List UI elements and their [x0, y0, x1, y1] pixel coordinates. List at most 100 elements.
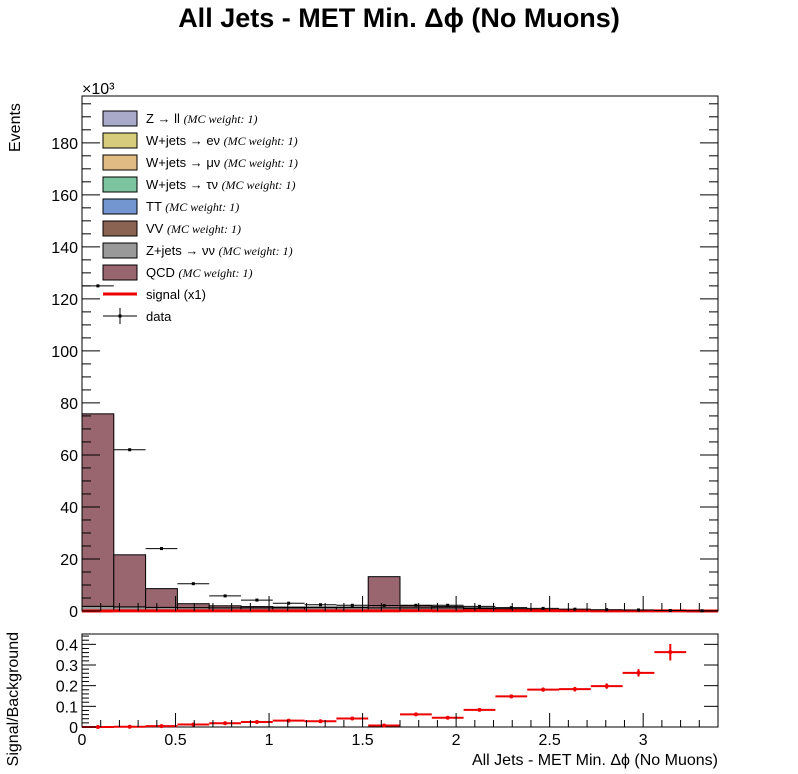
- ratio-y-axis: 0 0.1 0.2 0.3 0.4: [56, 635, 718, 737]
- ratio-points: [82, 643, 687, 729]
- y-tick-label: 120: [51, 292, 78, 309]
- legend-label-2: W+jets → μν (MC weight: 1): [146, 155, 298, 170]
- ratio-y-tick-label: 0.1: [56, 699, 78, 716]
- x-tick-label: 1.5: [351, 732, 373, 749]
- y-tick-label: 0: [69, 604, 78, 621]
- legend-swatch-1: [102, 132, 138, 149]
- ratio-point-11: [445, 715, 450, 720]
- bar-1-4: [208, 605, 242, 609]
- data-point-18: [668, 608, 672, 612]
- bar-1-9: [367, 576, 401, 609]
- ratio-y-axis-title: Signal/Background: [5, 632, 22, 766]
- legend-label-9: data: [146, 309, 172, 324]
- bar-1-7: [304, 606, 337, 609]
- ratio-point-4: [223, 721, 228, 726]
- data-point-5: [255, 598, 259, 602]
- legend-swatch-3: [102, 176, 138, 193]
- y-tick-label: 40: [60, 500, 78, 517]
- ratio-point-9: [382, 723, 387, 728]
- ratio-point-17: [636, 670, 641, 675]
- legend-label-3: W+jets → τν (MC weight: 1): [146, 177, 296, 192]
- data-points: [82, 284, 718, 613]
- legend-label-0: Z → ll (MC weight: 1): [146, 111, 258, 126]
- ratio-point-18: [668, 650, 673, 655]
- x-tick-label: 2.5: [539, 732, 561, 749]
- data-point-8: [350, 603, 354, 607]
- legend-label-6: Z+jets → νν (MC weight: 1): [146, 243, 293, 258]
- ratio-point-14: [541, 687, 546, 692]
- ratio-point-5: [254, 720, 259, 725]
- legend-label-4: TT (MC weight: 1): [146, 199, 239, 214]
- data-point-17: [637, 608, 640, 612]
- legend-swatch-4: [102, 198, 138, 215]
- legend-marker-dot-9: [118, 314, 122, 318]
- bar-1-3: [176, 603, 210, 609]
- y-tick-label: 80: [60, 396, 78, 413]
- y-tick-label: 160: [51, 188, 78, 205]
- data-point-1: [128, 448, 132, 452]
- legend-swatch-5: [102, 220, 138, 237]
- data-point-7: [319, 603, 322, 607]
- main-x-axis: [81, 596, 719, 611]
- legend-label-7: QCD (MC weight: 1): [146, 265, 253, 280]
- ratio-y-tick-label: 0: [69, 720, 78, 737]
- bar-1-12: [463, 607, 496, 610]
- main-plot-frame: [81, 95, 719, 612]
- data-point-0: [96, 284, 100, 288]
- legend-label-8: signal (x1): [146, 287, 206, 302]
- ratio-point-8: [350, 716, 355, 721]
- ratio-point-7: [318, 719, 323, 724]
- legend-swatch-7: [102, 264, 138, 281]
- data-point-2: [160, 547, 163, 551]
- chart-title: All Jets - MET Min. Δϕ (No Muons): [178, 3, 620, 33]
- y-tick-label: 20: [60, 552, 78, 569]
- ratio-point-0: [95, 725, 100, 729]
- data-point-4: [223, 594, 227, 598]
- x-tick-label: 0: [78, 732, 87, 749]
- legend-swatch-2: [102, 154, 138, 171]
- data-point-9: [382, 604, 386, 608]
- ratio-point-13: [509, 694, 514, 699]
- bar-1-0: [81, 413, 115, 607]
- y-multiplier-label: ×10³: [82, 81, 115, 98]
- y-tick-label: 140: [51, 240, 78, 257]
- ratio-point-15: [572, 687, 577, 692]
- bar-1-8: [335, 606, 369, 609]
- ratio-point-10: [413, 712, 418, 717]
- ratio-point-1: [127, 724, 132, 729]
- ratio-y-tick-label: 0.3: [56, 658, 78, 675]
- bar-1-1: [113, 554, 147, 608]
- bar-1-6: [272, 606, 306, 609]
- ratio-point-16: [604, 684, 609, 689]
- legend-swatch-6: [102, 242, 138, 259]
- data-point-13: [509, 606, 513, 610]
- main-stacked-bars: [81, 413, 687, 612]
- bar-1-5: [240, 606, 274, 609]
- ratio-y-tick-label: 0.2: [56, 679, 78, 696]
- x-tick-label: 2: [452, 732, 461, 749]
- data-point-12: [478, 604, 481, 608]
- legend: Z → ll (MC weight: 1) W+jets → eν (MC wei…: [102, 110, 298, 324]
- y-tick-label: 180: [51, 136, 78, 153]
- legend-swatch-0: [102, 110, 138, 127]
- ratio-plot-frame: [81, 633, 719, 728]
- data-point-6: [287, 601, 291, 605]
- ratio-point-2: [159, 724, 164, 729]
- x-tick-label: 0.5: [164, 732, 186, 749]
- bar-1-2: [145, 588, 178, 608]
- main-y-axis: 0 20 40 60 80 100 120 140 160 180: [51, 103, 718, 621]
- main-y-axis-title: Events: [7, 103, 24, 152]
- data-point-15: [573, 607, 577, 611]
- ratio-x-axis: 0 0.5 1 1.5 2 2.5 3: [78, 713, 719, 749]
- legend-label-5: VV (MC weight: 1): [146, 221, 241, 236]
- legend-label-1: W+jets → eν (MC weight: 1): [146, 133, 298, 148]
- data-point-16: [605, 608, 609, 612]
- x-tick-label: 1: [265, 732, 274, 749]
- ratio-point-12: [477, 707, 482, 712]
- data-point-14: [541, 606, 545, 610]
- x-axis-title: All Jets - MET Min. Δϕ (No Muons): [472, 752, 718, 769]
- ratio-y-tick-label: 0.4: [56, 637, 78, 654]
- x-tick-label: 3: [639, 732, 648, 749]
- data-point-3: [191, 582, 195, 586]
